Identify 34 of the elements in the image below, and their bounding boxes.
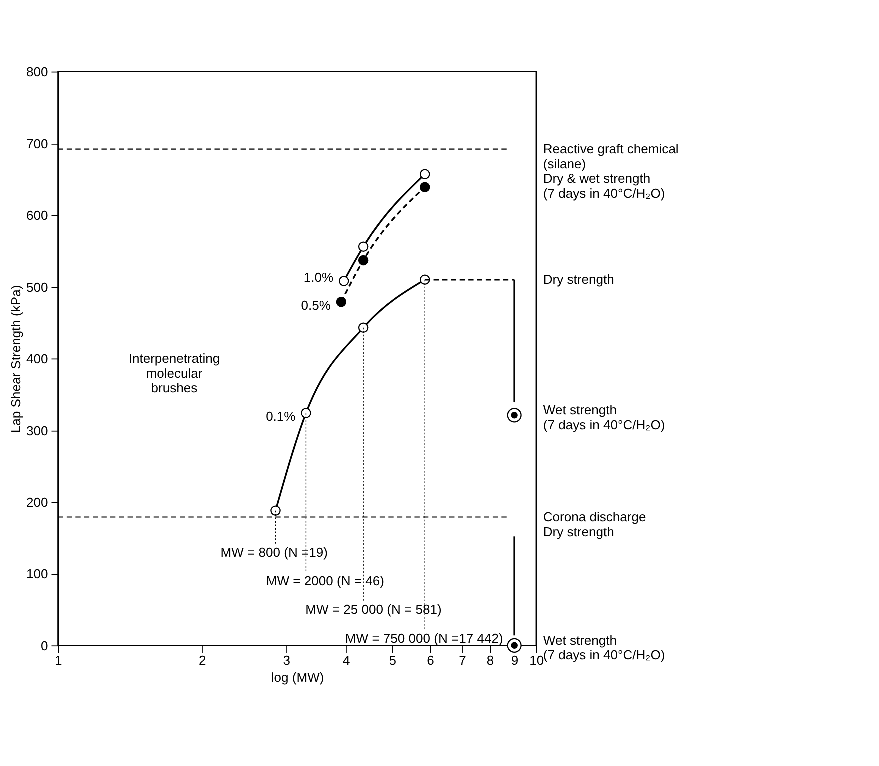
x-tick-label: 2 [199,653,206,668]
annotation: MW = 750 000 (N =17 442) [345,630,504,646]
x-axis-title: log (MW) [271,670,324,685]
series-label: 1.0% [304,270,334,286]
y-tick-label: 500 [26,280,48,295]
annotation: Wet strength (7 days in 40°C/H₂O) [543,402,666,432]
annotation: MW = 800 (N =19) [220,544,328,560]
annotation: MW = 25 000 (N = 581) [306,602,442,618]
y-tick-label: 100 [26,566,48,582]
x-tick-label: 8 [486,653,494,668]
y-tick-label: 200 [26,495,48,510]
x-tick-label: 7 [459,653,466,668]
annotation: Interpenetrating molecular brushes [128,351,220,396]
ref-line-label: Reactive graft chemical (silane) Dry & wet strength (7 days in 40°C/H₂O) [543,142,679,202]
x-tick-label: 3 [283,653,290,668]
x-tick-label: 9 [511,653,519,668]
series-label: 0.5% [301,298,332,313]
annotation: Dry strength [543,272,614,288]
x-tick-label: 4 [342,653,350,668]
annotation: MW = 2000 (N = 46) [266,573,384,588]
x-tick-label: 6 [427,653,434,668]
x-tick-label: 10 [530,653,544,668]
y-tick-label: 800 [26,64,48,80]
y-tick-label: 700 [26,136,48,152]
ref-line-label: Corona discharge Dry strength [543,510,646,540]
y-tick-label: 600 [26,208,48,224]
y-tick-label: 300 [26,423,48,438]
annotation: Wet strength (7 days in 40°C/H₂O) [543,632,666,663]
x-tick-label: 1 [55,653,62,668]
x-tick-label: 5 [389,653,397,668]
y-tick-label: 400 [26,352,48,367]
y-axis-title: Lap Shear Strength (kPa) [8,285,24,434]
series-label: 0.1% [266,409,296,424]
y-tick-label: 0 [41,638,48,654]
